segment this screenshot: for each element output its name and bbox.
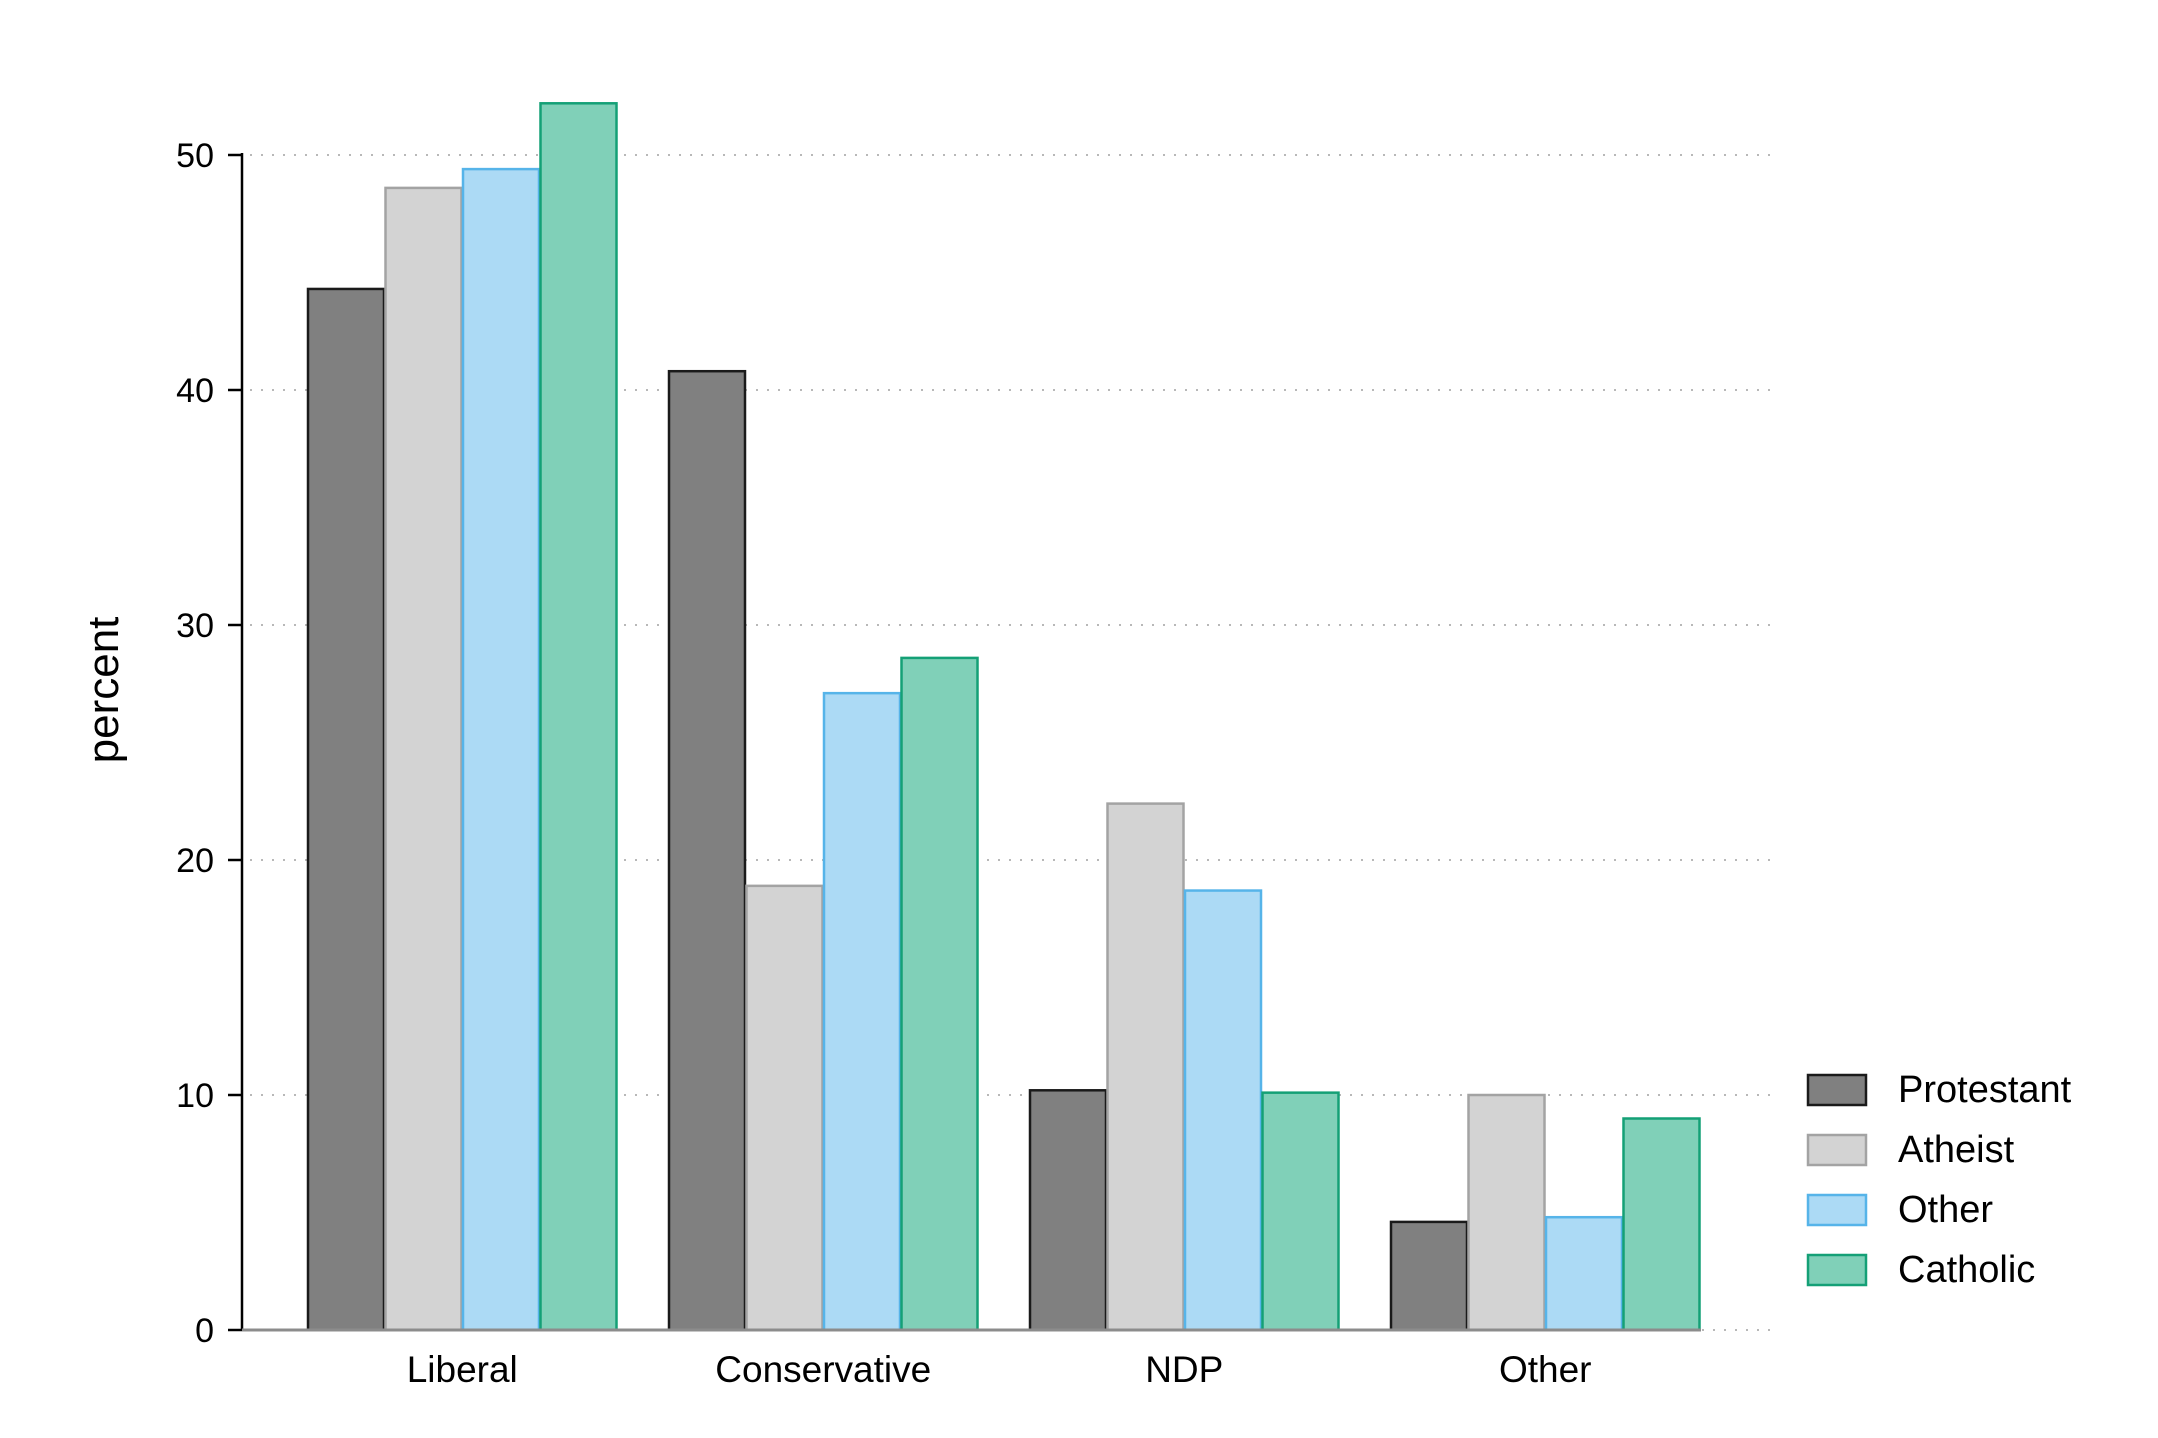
bar-catholic-other [1622,1117,1701,1332]
legend-label-protestant: Protestant [1898,1069,2072,1111]
y-tick-label: 50 [176,137,214,175]
bar-other-liberal [461,167,541,1332]
legend-swatch-other [1806,1193,1868,1227]
legend-label-atheist: Atheist [1898,1129,2015,1171]
y-tick-label: 20 [176,842,214,880]
legend-swatch-protestant [1806,1073,1868,1107]
bar-catholic-liberal [539,102,618,1332]
x-category-label: Liberal [407,1349,518,1390]
x-category-label: Other [1499,1349,1592,1390]
legend-label-other: Other [1898,1189,1993,1231]
x-category-label: NDP [1145,1349,1223,1390]
legend-swatch-atheist [1806,1133,1868,1167]
y-axis-title: percent [79,617,128,764]
axes [240,153,1701,1332]
y-tick-label: 10 [176,1077,214,1115]
bar-other-conservative [822,691,902,1332]
legend-swatch-catholic [1806,1253,1868,1287]
bar-atheist-other [1467,1093,1546,1332]
bar-catholic-conservative [900,656,979,1332]
bar-other-ndp [1183,889,1263,1332]
bars [306,102,1701,1332]
legend-label-catholic: Catholic [1898,1249,2035,1291]
bar-atheist-ndp [1106,802,1185,1332]
bar-protestant-conservative [667,369,747,1332]
bar-protestant-ndp [1028,1089,1108,1332]
legend: Protestant Atheist Other Catholic [1806,1069,2072,1291]
bar-atheist-conservative [745,884,824,1332]
bar-protestant-liberal [306,287,386,1332]
bar-catholic-ndp [1261,1091,1340,1332]
bar-other-other [1544,1215,1624,1332]
category-labels: Liberal Conservative NDP Other [407,1349,1592,1390]
y-ticks: 0 10 20 30 40 50 [176,137,242,1350]
bar-atheist-liberal [384,186,463,1332]
y-tick-label: 30 [176,607,214,645]
bar-protestant-other [1389,1220,1469,1332]
y-tick-label: 0 [195,1312,214,1350]
y-tick-label: 40 [176,372,214,410]
x-category-label: Conservative [715,1349,931,1390]
